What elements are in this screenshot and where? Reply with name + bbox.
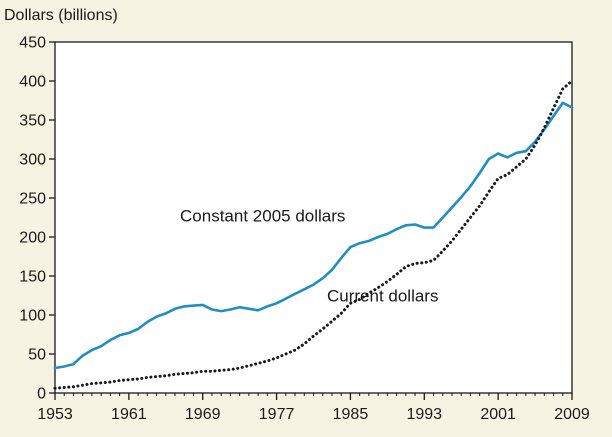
x-tick-label: 1961 [111, 406, 147, 423]
y-tick-label: 100 [19, 308, 46, 325]
y-tick-label: 300 [19, 152, 46, 169]
x-tick-label: 2001 [480, 406, 516, 423]
y-tick-label: 0 [37, 386, 46, 403]
x-tick-label: 1985 [333, 406, 369, 423]
y-tick-label: 450 [19, 35, 46, 52]
y-axis-title: Dollars (billions) [4, 7, 118, 24]
series-labels: Constant 2005 dollars Current dollars [180, 206, 438, 305]
y-tick-label: 400 [19, 74, 46, 91]
x-tick-label: 1969 [185, 406, 221, 423]
constant-dollars-label: Constant 2005 dollars [180, 206, 345, 225]
plot-area [54, 41, 573, 394]
x-tick-label: 2009 [554, 406, 590, 423]
y-tick-label: 50 [28, 347, 46, 364]
constant-dollars-line [53, 101, 574, 370]
current-dollars-line [53, 79, 574, 390]
series-lines [53, 79, 574, 390]
y-tick-label: 150 [19, 269, 46, 286]
y-tick-label: 200 [19, 230, 46, 247]
y-tick-label: 350 [19, 113, 46, 130]
y-tick-label: 250 [19, 191, 46, 208]
current-dollars-label: Current dollars [327, 287, 439, 306]
x-tick-label: 1953 [37, 406, 73, 423]
x-tick-label: 1977 [259, 406, 295, 423]
x-axis: 1953 1961 1969 1977 1985 1993 2001 2009 [37, 393, 590, 423]
y-axis: 0 50 100 150 200 250 300 350 400 450 [19, 35, 55, 403]
x-tick-label: 1993 [406, 406, 442, 423]
